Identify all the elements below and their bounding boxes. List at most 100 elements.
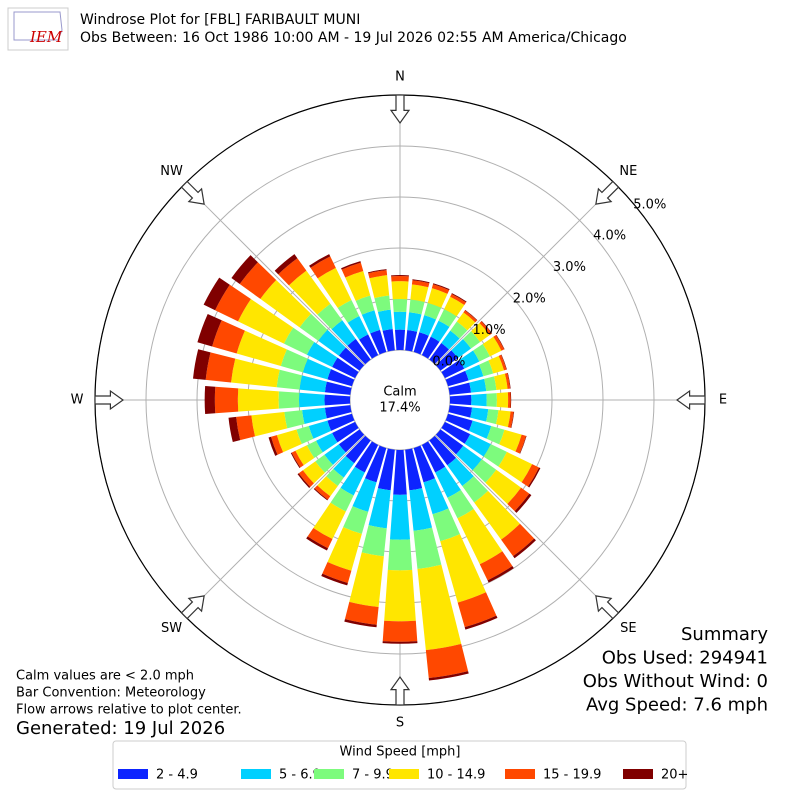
bar-segment	[513, 538, 536, 559]
calm-circle	[353, 353, 447, 447]
bar-segment	[435, 350, 458, 371]
bar-segment	[374, 295, 391, 312]
bar-segment	[203, 277, 230, 311]
bar-segment	[308, 420, 332, 439]
bar-segment	[451, 293, 467, 303]
bar-segment	[345, 270, 371, 301]
bar-segment	[391, 276, 409, 282]
bar-segment	[317, 267, 352, 308]
bar-segment	[464, 434, 491, 457]
bar-segment	[236, 415, 256, 441]
bar-segment	[441, 330, 460, 350]
bar-segment	[447, 489, 474, 519]
bar-segment	[306, 536, 329, 551]
bar-segment	[448, 405, 473, 418]
note: Bar Convention: Meteorology	[16, 686, 206, 701]
bar-segment	[204, 386, 216, 414]
bar-segment	[338, 347, 365, 371]
bar-segment	[472, 459, 497, 483]
legend-label: 2 - 4.9	[156, 768, 198, 783]
bar-segment	[405, 329, 418, 352]
radial-grid-line	[435, 435, 617, 617]
compass-arrow	[389, 675, 411, 706]
bar-segment	[280, 349, 308, 373]
bar-segment	[306, 440, 323, 459]
bar-segment	[347, 338, 371, 365]
bar-segment	[473, 343, 490, 362]
bar-segment	[519, 435, 527, 454]
bar-segment	[451, 338, 472, 359]
compass-label: S	[396, 716, 404, 731]
bar-segment	[494, 373, 508, 391]
legend-swatch	[314, 769, 344, 779]
bar-segment	[276, 369, 303, 390]
legend-label: 7 - 9.9	[352, 768, 394, 783]
bar-segment	[527, 467, 541, 488]
bar-segment	[306, 341, 338, 368]
r-tick-label: 4.0%	[593, 229, 626, 244]
bar-segment	[479, 321, 492, 336]
bar-segment	[382, 328, 395, 352]
bar-segment	[413, 527, 442, 569]
bar-segment	[212, 320, 245, 354]
bar-segment	[365, 445, 387, 483]
bar-segment	[419, 315, 437, 336]
bar-segment	[448, 382, 472, 395]
bar-segment	[468, 420, 492, 439]
bar-segment	[431, 284, 450, 294]
bar-segment	[429, 435, 457, 466]
bar-segment	[344, 619, 377, 628]
bar-segment	[456, 445, 482, 471]
legend-swatch	[389, 769, 419, 779]
bar-segment	[284, 410, 305, 429]
chart-title: Windrose Plot for [FBL] FARIBAULT MUNI	[80, 12, 360, 28]
bar-segment	[237, 388, 279, 412]
bar-segment	[382, 620, 418, 642]
bar-segment	[499, 429, 522, 452]
bar-segment	[324, 394, 351, 406]
bar-segment	[298, 470, 314, 487]
bar-segment	[332, 421, 359, 443]
bar-segment	[361, 310, 381, 334]
bar-segment	[276, 429, 302, 453]
bar-segment	[392, 298, 408, 312]
bar-segment	[324, 444, 346, 465]
bar-segment	[215, 284, 251, 322]
bar-segment	[236, 330, 287, 367]
bar-segment	[441, 421, 471, 444]
bar-segment	[486, 409, 499, 425]
bar-segment	[251, 411, 288, 437]
bar-segment	[421, 441, 446, 473]
bar-segment	[338, 429, 365, 453]
bar-segment	[288, 270, 331, 315]
bar-segment	[352, 478, 377, 512]
bar-segment	[464, 309, 478, 321]
bar-segment	[382, 641, 418, 644]
bar-segment	[459, 350, 480, 369]
bar-segment	[510, 411, 515, 428]
r-tick-label: 0.0%	[432, 354, 465, 369]
summary-line: Obs Used: 294941	[602, 648, 768, 669]
bar-segment	[486, 425, 505, 445]
radial-grid-line	[183, 435, 365, 617]
legend-label: 5 - 6.9	[279, 768, 321, 783]
bar-segment	[313, 488, 328, 501]
bar-segment	[409, 299, 425, 315]
bar-segment	[322, 562, 352, 583]
summary-line: Summary	[681, 624, 768, 645]
bar-segment	[228, 416, 241, 442]
bar-segment	[407, 312, 422, 332]
summary-line: Avg Speed: 7.6 mph	[586, 695, 768, 716]
bar-segment	[495, 410, 511, 428]
r-tick-label: 5.0%	[633, 197, 666, 212]
bar-segment	[296, 425, 314, 444]
calm-label: Calm	[383, 385, 416, 400]
bar-segment	[231, 358, 280, 388]
bar-segment	[344, 601, 379, 625]
bar-segment	[367, 269, 387, 274]
compass-label: SE	[620, 621, 636, 636]
bar-segment	[498, 451, 533, 483]
bar-segment	[504, 373, 511, 389]
bar-segment	[435, 466, 461, 498]
